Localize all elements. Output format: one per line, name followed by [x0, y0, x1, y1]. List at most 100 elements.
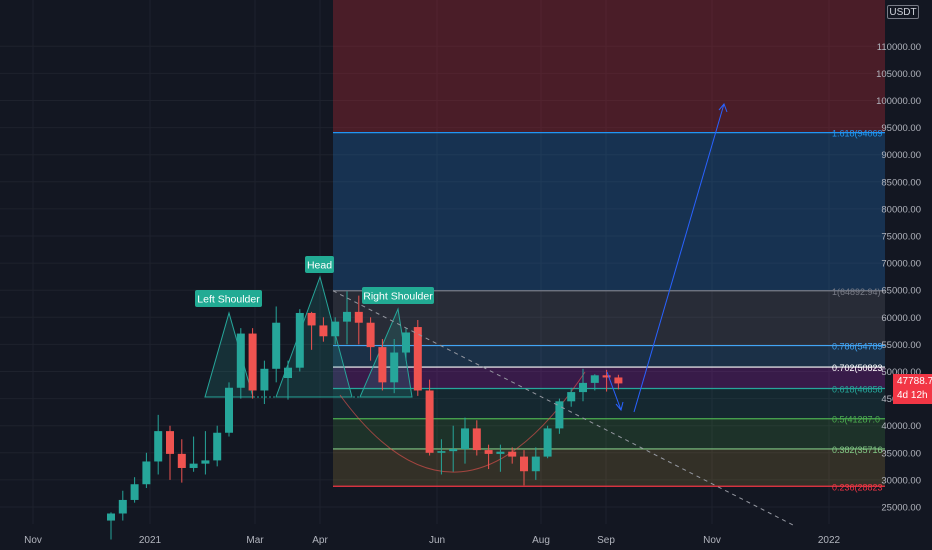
candle-body-18 [319, 325, 328, 337]
target-arrow-line [633, 103, 725, 413]
candle-countdown: 4d 12h [897, 390, 928, 401]
currency-badge[interactable]: USDT [887, 5, 919, 19]
fib-label-1: 1(64892.94) [832, 287, 881, 297]
x-tick-label: Apr [312, 535, 328, 546]
fib-zones [333, 0, 885, 487]
pullback-arrow-line [606, 371, 622, 411]
candle-body-7 [189, 463, 198, 468]
candle-body-28 [437, 451, 446, 453]
candle-body-41 [590, 375, 599, 383]
x-tick-label: Nov [24, 535, 42, 546]
trend-overlays [332, 103, 796, 527]
candle-body-42 [602, 375, 611, 378]
candle-body-17 [307, 312, 316, 326]
fib-label-0.618: 0.618(46858 [832, 385, 883, 395]
target-arrow-head [718, 103, 728, 113]
x-tick-label: Sep [597, 535, 615, 546]
candle-body-12 [248, 333, 257, 391]
y-tick-label: 85000.00 [881, 177, 921, 188]
candle-body-16 [295, 312, 304, 368]
candle-body-20 [343, 311, 351, 322]
y-tick-label: 55000.00 [881, 340, 921, 351]
y-tick-label: 40000.00 [881, 421, 921, 432]
y-tick-label: 80000.00 [881, 204, 921, 215]
candle-body-13 [260, 368, 269, 391]
candle-body-37 [543, 428, 552, 457]
candle-body-26 [413, 327, 422, 391]
x-tick-label: Nov [703, 535, 721, 546]
candle-body-22 [366, 322, 375, 348]
y-tick-label: 60000.00 [881, 313, 921, 324]
descending-trendline [332, 290, 796, 527]
fib-zone-7 [333, 448, 885, 487]
candle-body-10 [225, 387, 233, 433]
right-shoulder-label-box [362, 287, 434, 304]
candle-body-23 [378, 347, 387, 383]
fib-zone-5 [333, 388, 885, 419]
x-tick-label: Mar [246, 535, 264, 546]
fib-label-0.702: 0.702(50823 [832, 363, 883, 373]
candle-body-34 [508, 451, 517, 457]
fib-label-0.786: 0.786(54789 [832, 342, 883, 352]
y-tick-label: 50000.00 [881, 367, 921, 378]
x-tick-label: Jun [429, 535, 445, 546]
fib-label-0.5: 0.5(41287.0 [832, 415, 880, 425]
x-tick-label: 2022 [818, 535, 841, 546]
candlesticks [107, 291, 623, 540]
y-tick-label: 90000.00 [881, 150, 921, 161]
candle-body-2 [130, 484, 139, 500]
candle-body-32 [484, 450, 493, 454]
candle-body-35 [520, 456, 528, 472]
candle-body-14 [272, 322, 281, 369]
candle-body-36 [531, 456, 540, 472]
candle-body-11 [236, 333, 245, 388]
candle-body-25 [402, 332, 410, 353]
candle-body-6 [177, 453, 186, 468]
x-axis: Nov 2021 Mar Apr Jun Aug Sep Nov 2022 [24, 535, 840, 546]
y-tick-label: 65000.00 [881, 286, 921, 297]
y-tick-label: 35000.00 [881, 448, 921, 459]
y-tick-label: 95000.00 [881, 123, 921, 134]
candle-body-3 [142, 461, 151, 485]
y-tick-label: 25000.00 [881, 503, 921, 514]
candle-body-43 [614, 377, 623, 384]
candle-body-39 [567, 392, 576, 402]
pattern-annotations: Head Left Shoulder Right Shoulder [195, 256, 434, 307]
candle-body-31 [472, 428, 481, 451]
fib-label-0.382: 0.382(35716 [832, 445, 883, 455]
candle-body-4 [154, 431, 163, 462]
candle-body-33 [496, 451, 505, 454]
last-price-tag: 47788.75 4d 12h [893, 374, 932, 404]
candle-body-38 [555, 401, 564, 429]
fib-zone-6 [333, 418, 885, 449]
x-tick-label: Aug [532, 535, 550, 546]
fib-label-0.236: 0.236(28823 [832, 482, 883, 492]
candle-body-5 [166, 431, 174, 454]
fib-zone-1 [333, 132, 885, 291]
candle-body-24 [390, 352, 399, 383]
candle-body-29 [449, 449, 458, 452]
candle-body-9 [213, 432, 222, 461]
candle-body-8 [201, 460, 210, 464]
candle-body-19 [331, 321, 340, 337]
x-tick-label: 2021 [139, 535, 162, 546]
fib-label-1.618: 1.618(94069 [832, 129, 883, 139]
left-shoulder-label-box [195, 290, 262, 307]
fib-zone-3 [333, 345, 885, 368]
candle-body-27 [425, 390, 434, 453]
y-tick-label: 30000.00 [881, 475, 921, 486]
left-shoulder-label: Left Shoulder [197, 294, 260, 306]
y-tick-label: 75000.00 [881, 232, 921, 243]
y-tick-label: 110000.00 [877, 42, 921, 53]
candle-body-21 [354, 311, 363, 323]
pullback-arrow-head [615, 401, 624, 412]
cup-arc [339, 371, 586, 473]
right-shoulder-label: Right Shoulder [363, 291, 433, 303]
head-label: Head [307, 260, 332, 272]
candle-body-1 [118, 499, 127, 514]
candle-body-40 [579, 382, 587, 393]
candle-body-30 [461, 428, 469, 450]
fib-levels: 1.618(94069 1(64892.94) 0.786(54789 0.702(5… [333, 129, 885, 492]
last-price-value: 47788.75 [897, 376, 932, 387]
